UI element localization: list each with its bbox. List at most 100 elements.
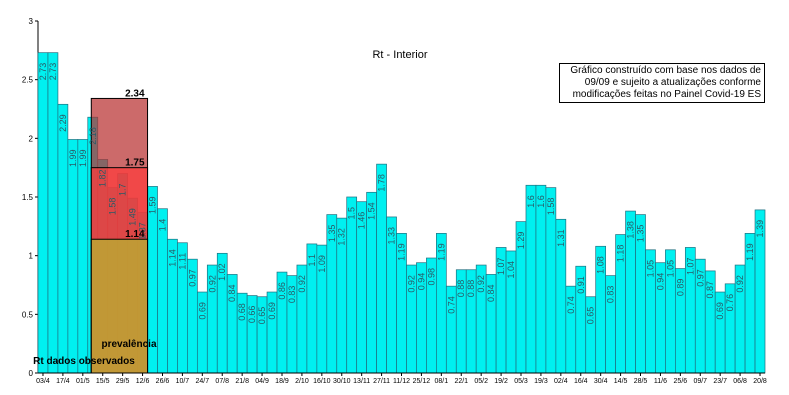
- annotation-observed: Rt dados observados: [33, 356, 135, 367]
- x-tick-label: 09/7: [693, 378, 707, 385]
- bar-value-label: 1.39: [755, 220, 765, 238]
- x-tick-label: 07/8: [215, 378, 229, 385]
- bar-value-label: 1.02: [217, 263, 227, 281]
- bar-value-label: 0.84: [486, 284, 496, 302]
- bar-value-label: 1.49: [128, 208, 138, 226]
- bar-value-label: 1.37: [138, 222, 148, 240]
- bar-value-label: 0.74: [446, 296, 456, 314]
- x-tick-label: 2/10: [295, 378, 309, 385]
- y-tick-label: 2: [29, 134, 34, 143]
- y-tick-label: 3: [29, 17, 34, 26]
- x-tick-label: 21/8: [235, 378, 249, 385]
- bar-value-label: 1.18: [616, 245, 626, 263]
- y-tick-label: 0: [29, 369, 34, 378]
- bar-value-label: 1.11: [177, 253, 187, 270]
- bar-value-label: 1.07: [685, 257, 695, 275]
- bar-value-label: 0.94: [655, 273, 665, 291]
- bar-value-label: 0.92: [735, 275, 745, 293]
- bar-value-label: 0.68: [237, 303, 247, 321]
- data-source-note: Gráfico construído com base nos dados de…: [559, 63, 765, 103]
- bar-value-label: 1.46: [357, 212, 367, 230]
- x-tick-label: 11/6: [654, 378, 667, 385]
- bar-value-label: 1.58: [108, 198, 118, 216]
- bar-value-label: 0.76: [725, 294, 735, 312]
- x-tick-label: 12/6: [136, 378, 150, 385]
- bar-value-label: 0.88: [466, 280, 476, 298]
- bar-value-label: 0.83: [287, 286, 297, 304]
- bar-value-label: 0.92: [406, 275, 416, 293]
- bar-value-label: 1.19: [397, 243, 407, 261]
- note-line: Gráfico construído com base nos dados de: [570, 65, 761, 76]
- bar-value-label: 1.19: [745, 243, 755, 261]
- bar-value-label: 1.35: [636, 225, 646, 243]
- bar-value-label: 1.38: [626, 221, 636, 239]
- bar-value-label: 1.05: [665, 260, 675, 278]
- bar-value-label: 0.84: [227, 284, 237, 302]
- bar-value-label: 0.92: [476, 275, 486, 293]
- bar-value-label: 1.29: [516, 232, 526, 250]
- x-axis: 03/4 17/4 01/5 15/5 29/5 12/6 26/6 10/7 24/7 07/8…: [36, 372, 767, 385]
- chart-title: Rt - Interior: [372, 49, 427, 61]
- x-tick-label: 06/8: [733, 378, 747, 385]
- x-tick-label: 27/11: [373, 378, 390, 385]
- bar: [77, 139, 89, 374]
- bar-value-label: 0.66: [247, 306, 257, 324]
- bar-value-label: 1.99: [68, 150, 78, 168]
- bar-value-label: 1.4: [157, 219, 167, 232]
- x-tick-label: 16/4: [574, 378, 588, 385]
- x-tick-label: 03/4: [36, 378, 50, 385]
- x-tick-label: 05/2: [474, 378, 488, 385]
- bar-value-label: 0.98: [426, 268, 436, 286]
- bar-value-label: 1.82: [98, 169, 108, 187]
- x-tick-label: 08/1: [435, 378, 449, 385]
- x-tick-label: 25/12: [413, 378, 431, 385]
- bar-value-label: 1.35: [327, 225, 337, 243]
- bar: [535, 184, 547, 374]
- bar-value-label: 1.1: [307, 254, 317, 267]
- bar-value-label: 0.86: [277, 282, 287, 300]
- x-tick-label: 23/7: [713, 378, 727, 385]
- x-tick-label: 19/3: [534, 378, 548, 385]
- x-tick-label: 11/12: [393, 378, 410, 385]
- x-tick-label: 20/8: [753, 378, 767, 385]
- bar-value-label: 1.33: [387, 227, 397, 245]
- x-tick-label: 17/4: [56, 378, 70, 385]
- x-tick-label: 04/9: [255, 378, 269, 385]
- y-tick-label: 2.5: [22, 76, 34, 85]
- bar-value-label: 0.91: [576, 276, 586, 294]
- prevalence-band: [90, 238, 149, 374]
- x-tick-label: 15/5: [96, 378, 110, 385]
- y-tick-label: 1: [29, 252, 34, 261]
- x-tick-label: 30/4: [594, 378, 608, 385]
- bar: [47, 52, 59, 374]
- x-tick-label: 25/6: [674, 378, 688, 385]
- x-tick-label: 22/1: [454, 378, 468, 385]
- bar-value-label: 0.97: [187, 269, 197, 287]
- bar-value-label: 0.92: [207, 275, 217, 293]
- bar-value-label: 1.32: [337, 228, 347, 246]
- x-tick-label: 19/2: [494, 378, 508, 385]
- bar-value-label: 0.69: [197, 302, 207, 320]
- bar-value-label: 1.04: [506, 261, 516, 279]
- bar-value-label: 1.09: [317, 255, 327, 273]
- bar-value-label: 1.14: [167, 249, 177, 267]
- x-tick-label: 10/7: [176, 378, 190, 385]
- bar-value-label: 2.18: [88, 127, 98, 145]
- bar-value-label: 0.87: [705, 281, 715, 299]
- bar-value-label: 1.99: [78, 150, 88, 168]
- bar-value-label: 0.69: [715, 302, 725, 320]
- bar-value-label: 1.05: [645, 260, 655, 278]
- x-tick-label: 30/10: [333, 378, 351, 385]
- bar-value-label: 1.08: [596, 256, 606, 274]
- bar-value-label: 0.88: [456, 280, 466, 298]
- x-tick-label: 28/5: [634, 378, 648, 385]
- y-tick-label: 1.5: [22, 193, 34, 202]
- bar: [157, 208, 168, 374]
- bar-value-label: 1.07: [496, 257, 506, 275]
- bar-value-label: 1.54: [367, 202, 377, 220]
- x-tick-label: 13/11: [353, 378, 370, 385]
- bar-value-label: 1.5: [347, 207, 357, 220]
- bar: [67, 139, 79, 374]
- bar-value-label: 2.29: [58, 114, 68, 132]
